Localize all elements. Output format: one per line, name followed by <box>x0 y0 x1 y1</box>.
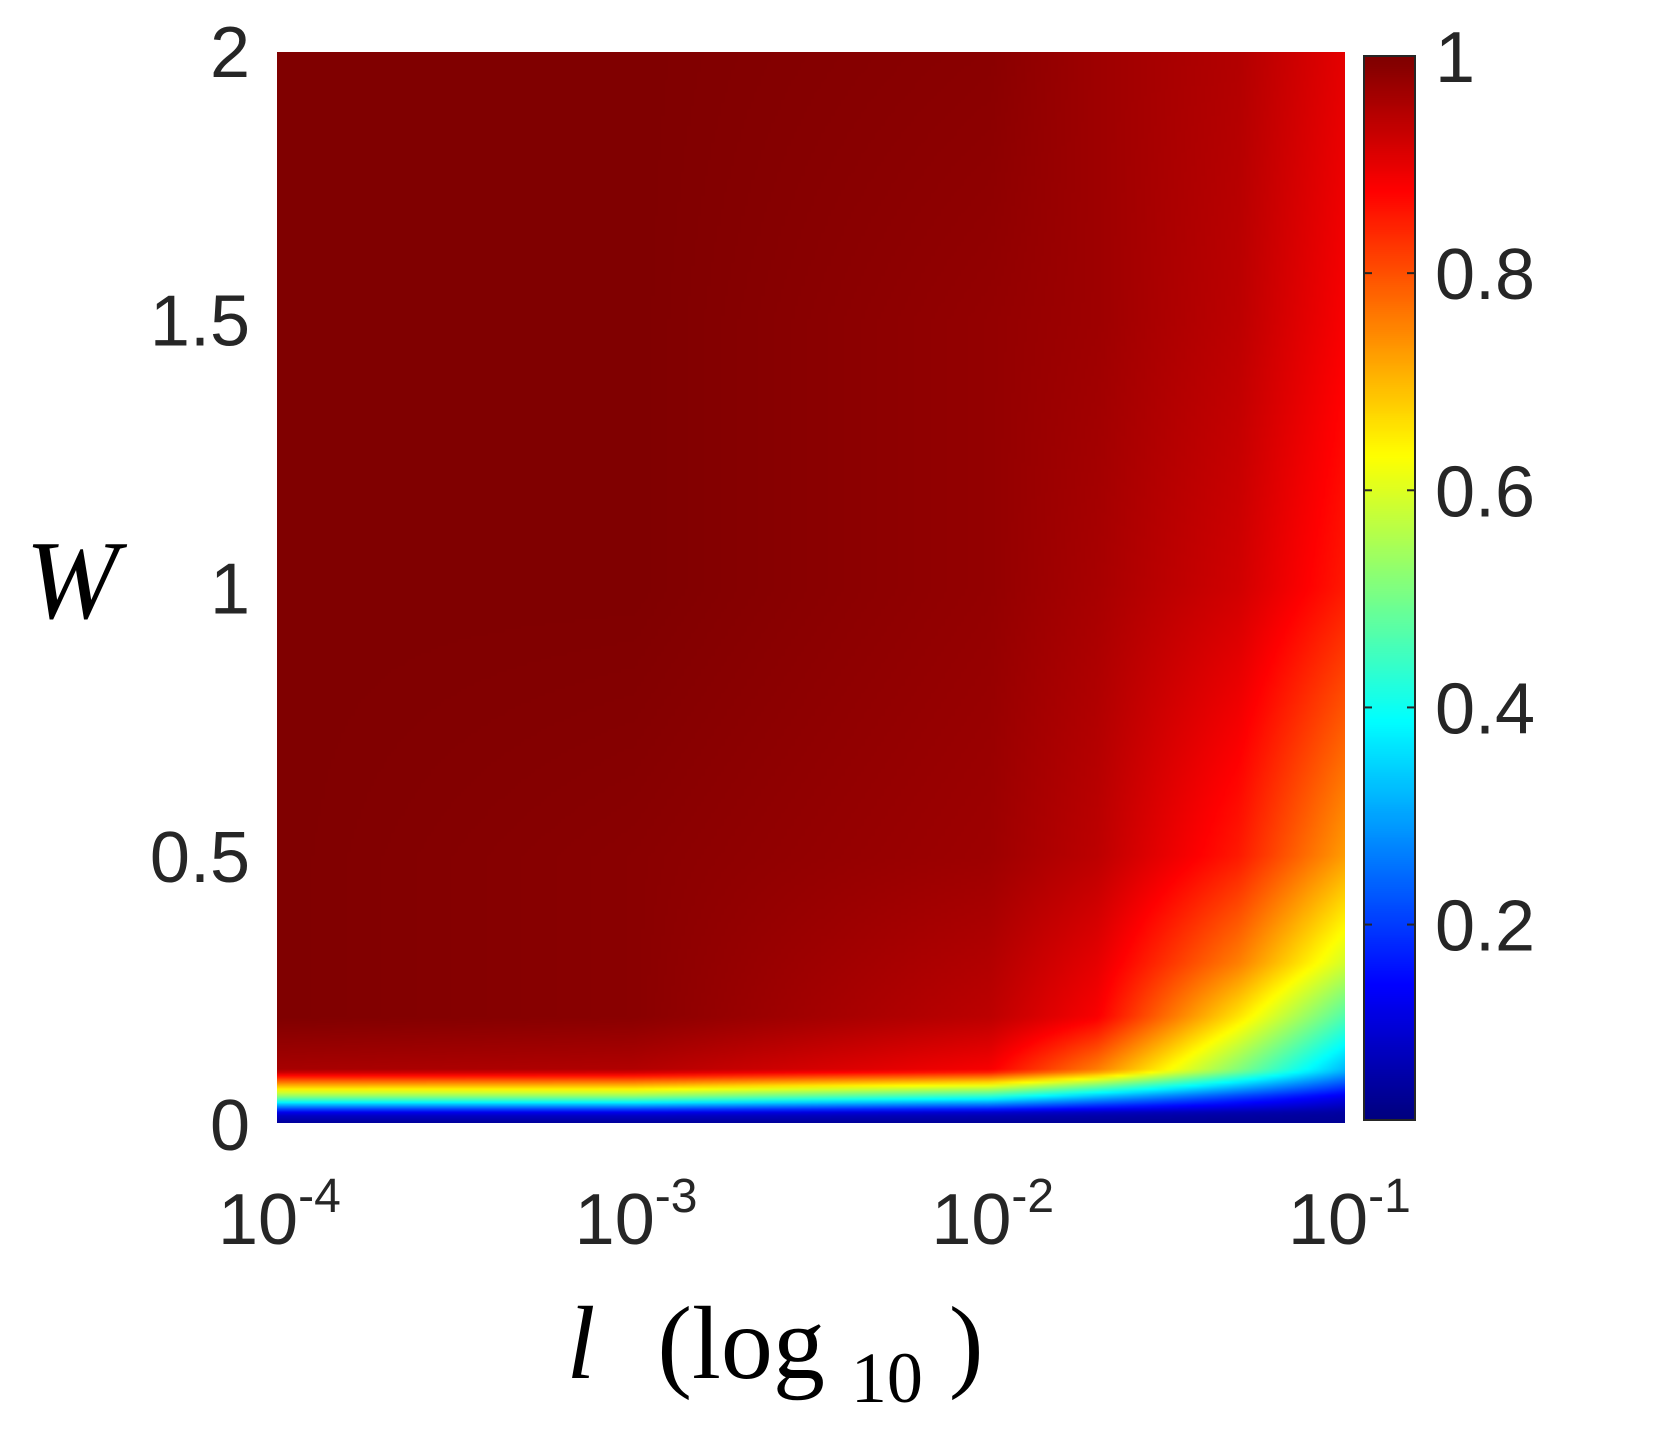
x-tick-exponent: -1 <box>1368 1170 1411 1223</box>
x-tick-label: 10-1 <box>1288 1170 1411 1260</box>
y-tick-labels: 0 0.5 1 1.5 2 <box>150 13 250 1166</box>
colorbar-frame <box>1363 55 1416 1121</box>
x-axis-label-subscript: 10 <box>851 1338 923 1418</box>
colorbar-tick-label: 0.8 <box>1435 235 1535 315</box>
colorbar-tick-label: 0.6 <box>1435 452 1535 532</box>
colorbar-gradient <box>1364 56 1415 1120</box>
colorbar-tick-labels: 0.2 0.4 0.6 0.8 1 <box>1364 18 1535 967</box>
y-tick-label: 1.5 <box>150 281 250 361</box>
x-tick-exponent: -4 <box>298 1170 341 1223</box>
x-tick-base: 10 <box>575 1180 655 1260</box>
colorbar-tick-label: 0.2 <box>1435 887 1535 967</box>
y-tick-label: 0 <box>210 1086 250 1166</box>
x-tick-base: 10 <box>931 1180 1011 1260</box>
x-tick-label: 10-3 <box>575 1170 698 1260</box>
x-axis-label: l (log 10 ) <box>566 1286 983 1425</box>
x-tick-exponent: -3 <box>655 1170 698 1223</box>
x-tick-label: 10-4 <box>218 1170 341 1260</box>
plot-frame <box>275 50 1347 1125</box>
colorbar-tick-label: 0.4 <box>1435 669 1535 749</box>
x-tick-exponent: -2 <box>1011 1170 1054 1223</box>
colorbar <box>1363 55 1416 1121</box>
x-tick-labels: 10-4 10-3 10-2 10-1 <box>218 1170 1411 1260</box>
x-axis-label-close: ) <box>949 1286 984 1401</box>
heatmap-surface <box>276 51 1346 1124</box>
x-tick-base: 10 <box>1288 1180 1368 1260</box>
x-tick-label: 10-2 <box>931 1170 1054 1260</box>
x-tick-base: 10 <box>218 1180 298 1260</box>
x-axis-label-open: (log <box>657 1286 825 1401</box>
plot-area <box>275 50 1347 1125</box>
y-tick-label: 1 <box>210 550 250 630</box>
y-axis-label: W <box>25 519 127 643</box>
y-tick-label: 2 <box>210 13 250 93</box>
colorbar-tick-label: 1 <box>1435 18 1475 98</box>
y-tick-label: 0.5 <box>150 818 250 898</box>
x-axis-label-variable: l <box>566 1286 595 1401</box>
